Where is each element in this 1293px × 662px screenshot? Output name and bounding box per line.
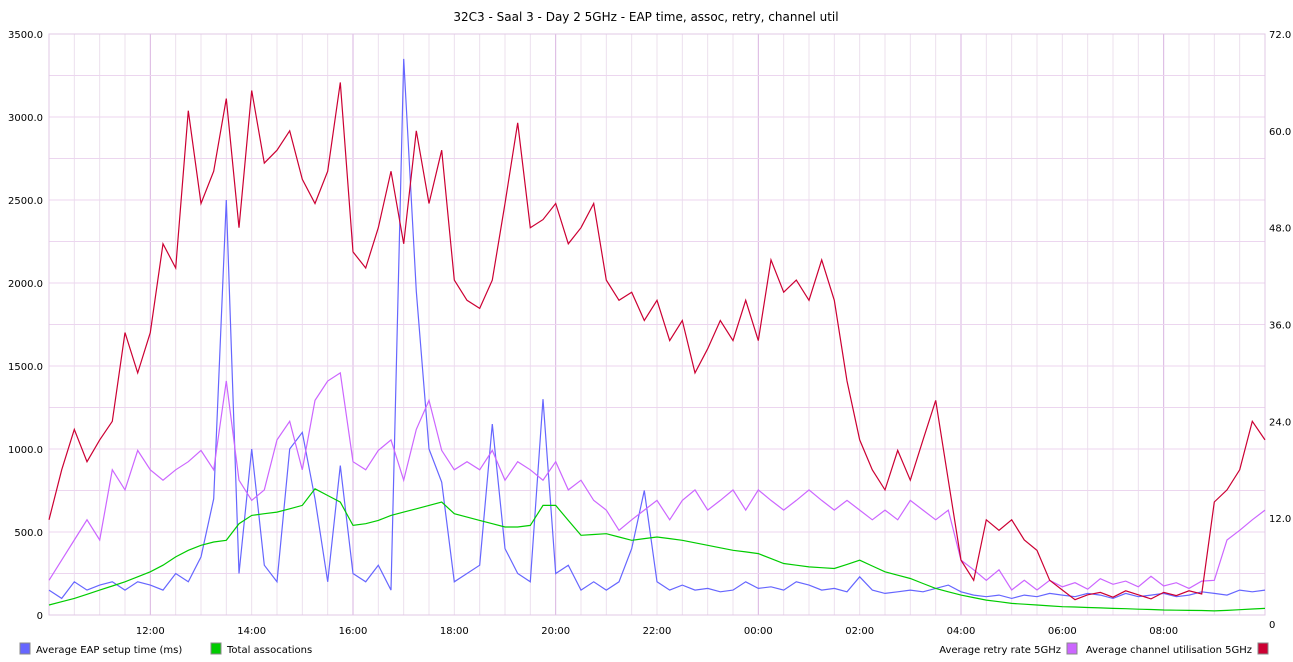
legend: Average EAP setup time (ms) Total assocat… [19, 642, 1269, 656]
series-line-2 [48, 371, 1266, 591]
right-axis-tick-label: 48.0 [1269, 224, 1291, 235]
x-axis-tick-label: 22:00 [643, 626, 672, 637]
x-axis-tick-label: 14:00 [237, 626, 266, 637]
x-axis-tick-label: 02:00 [845, 626, 874, 637]
left-axis-tick-label: 0 [37, 611, 43, 622]
legend-label: Average channel utilisation 5GHz [1086, 645, 1252, 656]
x-axis-tick-label: 06:00 [1048, 626, 1077, 637]
left-axis-tick-label: 3500.0 [8, 30, 43, 41]
right-axis-tick-label: 60.0 [1269, 127, 1291, 138]
x-axis-tick-label: 20:00 [541, 626, 570, 637]
series-line-3 [48, 82, 1266, 601]
left-axis-tick-label: 2500.0 [8, 196, 43, 207]
legend-swatch [210, 642, 222, 655]
right-axis-tick-label: 72.0 [1269, 30, 1291, 41]
plot-border [48, 33, 1266, 616]
legend-label: Average EAP setup time (ms) [36, 645, 182, 656]
right-axis-tick-label: 0 [1269, 620, 1275, 631]
x-axis-tick-label: 08:00 [1149, 626, 1178, 637]
x-axis-tick-label: 12:00 [136, 626, 165, 637]
chart-title: 32C3 - Saal 3 - Day 2 5GHz - EAP time, a… [453, 10, 838, 24]
axes: 0 500.0 1000.0 1500.0 2000.0 2500.0 3000.0 3500… [8, 30, 1291, 637]
legend-label: Total assocations [226, 645, 312, 656]
left-axis-tick-label: 500.0 [14, 528, 43, 539]
series-line-0 [48, 58, 1266, 600]
left-axis-tick-label: 2000.0 [8, 279, 43, 290]
left-axis-tick-label: 3000.0 [8, 113, 43, 124]
legend-swatch [1257, 642, 1269, 655]
legend-label: Average retry rate 5GHz [939, 645, 1061, 656]
x-axis-tick-label: 16:00 [339, 626, 368, 637]
legend-swatch [1066, 642, 1078, 655]
left-axis-tick-label: 1500.0 [8, 362, 43, 373]
legend-swatch [19, 642, 31, 655]
series-line-1 [48, 488, 1266, 612]
right-axis-tick-label: 36.0 [1269, 321, 1291, 332]
grid [48, 33, 1266, 616]
x-axis-tick-label: 00:00 [744, 626, 773, 637]
x-axis-tick-label: 18:00 [440, 626, 469, 637]
left-axis-tick-label: 1000.0 [8, 445, 43, 456]
x-axis-tick-label: 04:00 [947, 626, 976, 637]
series-lines [48, 58, 1266, 612]
right-axis-tick-label: 24.0 [1269, 417, 1291, 428]
right-axis-tick-label: 12.0 [1269, 514, 1291, 525]
